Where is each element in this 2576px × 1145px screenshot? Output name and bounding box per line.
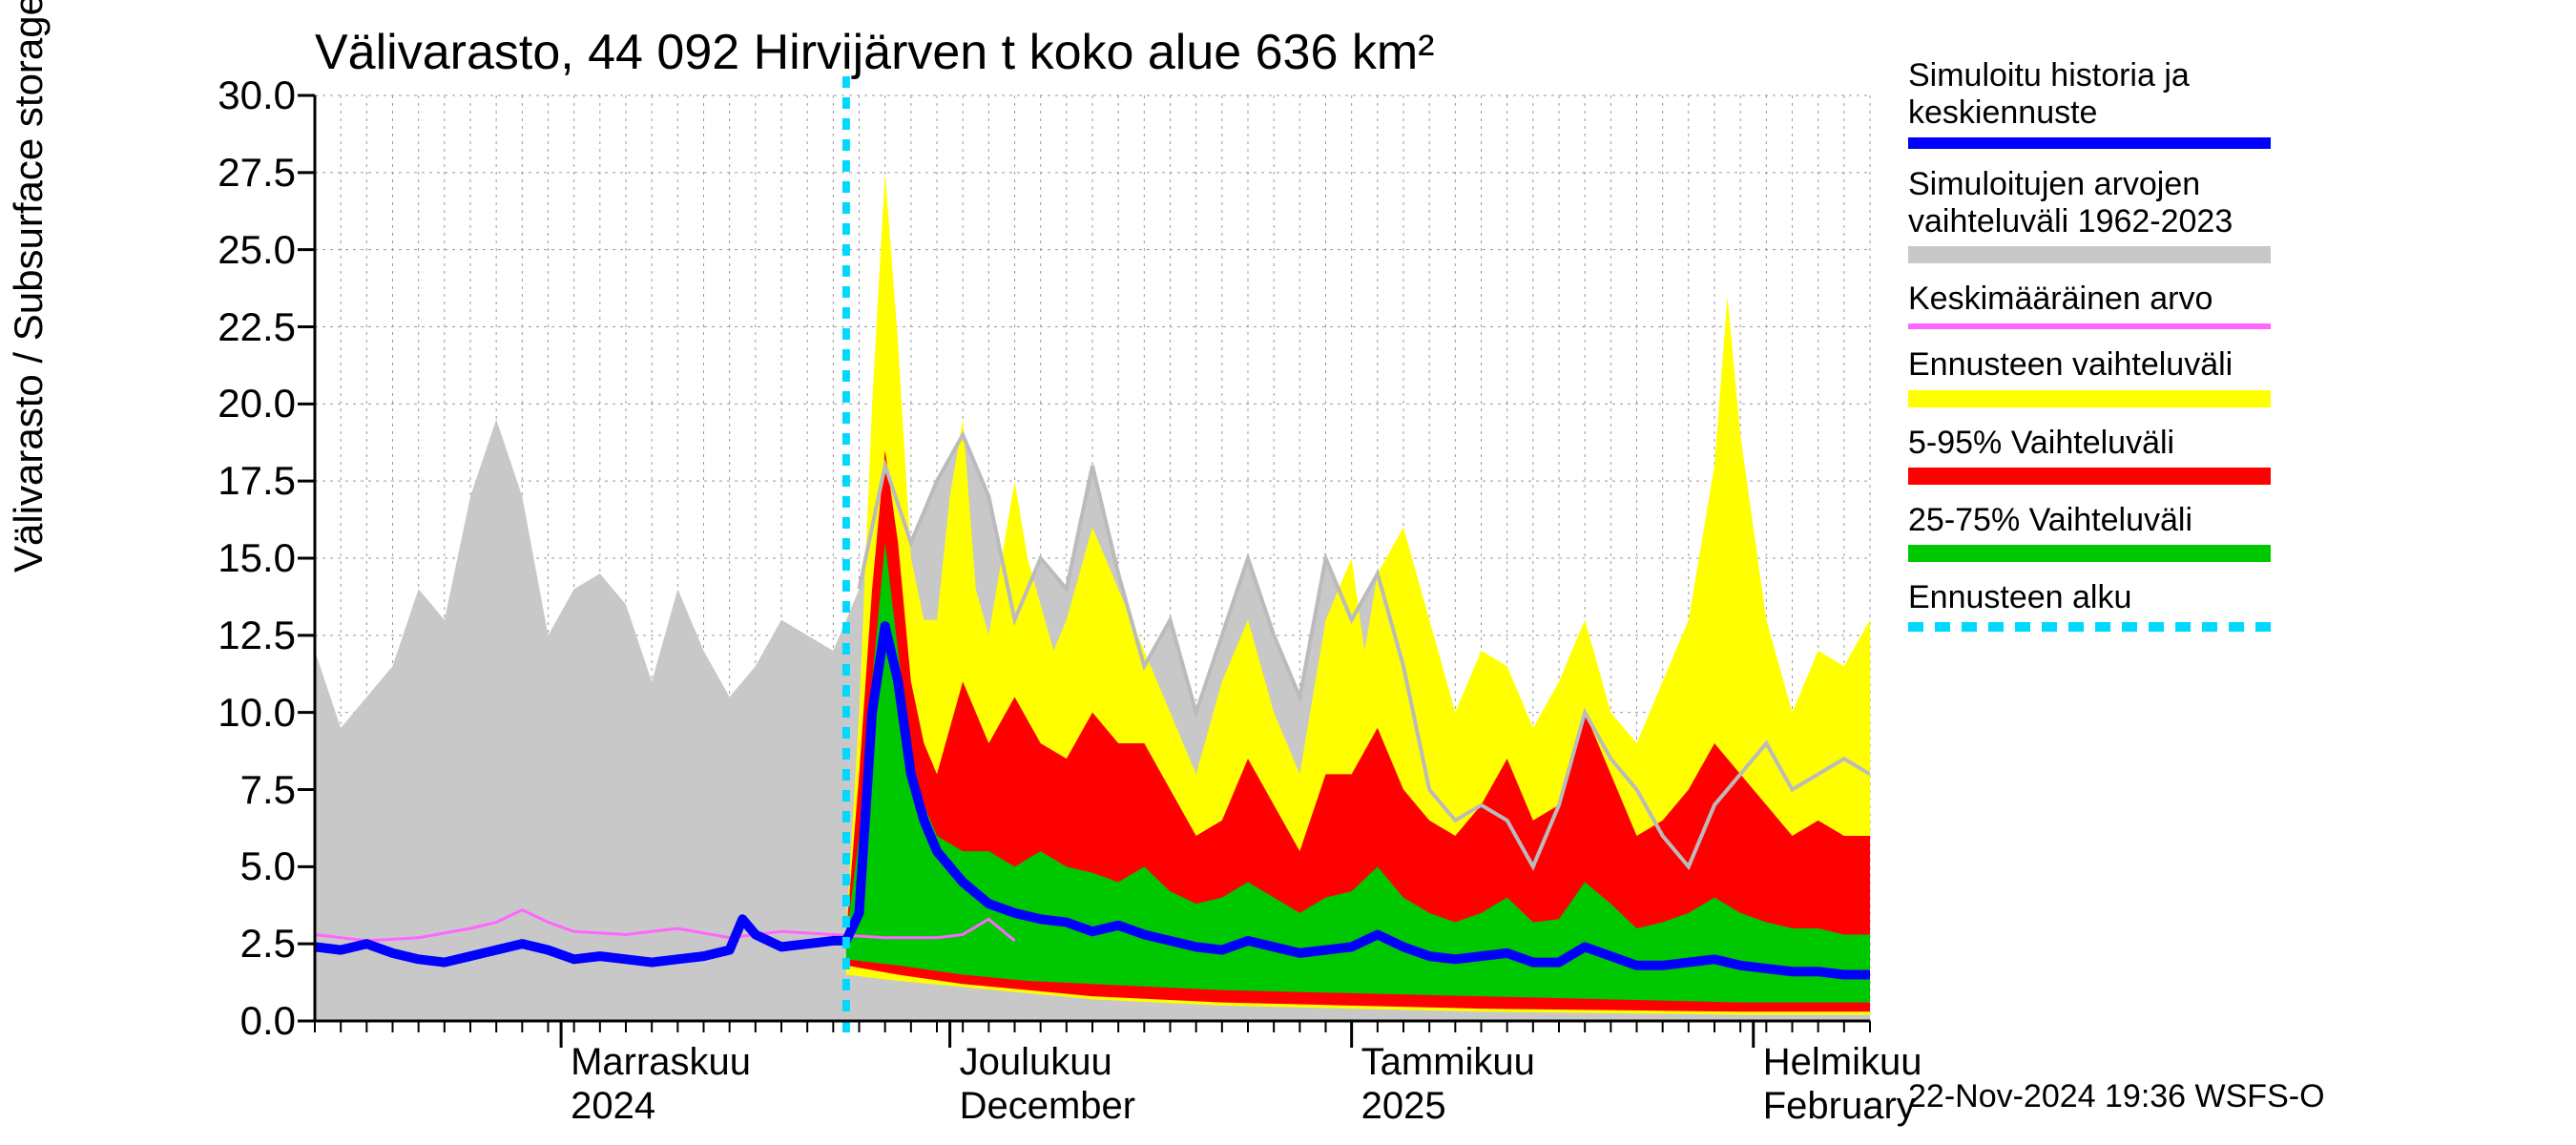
y-tick: 15.0 xyxy=(143,535,296,581)
x-tick: Tammikuu2025 xyxy=(1361,1040,1535,1128)
legend-swatch xyxy=(1908,545,2271,562)
legend-item: Ennusteen vaihteluväli xyxy=(1908,346,2290,406)
y-tick: 7.5 xyxy=(143,767,296,813)
y-tick: 12.5 xyxy=(143,613,296,658)
legend-swatch xyxy=(1908,246,2271,263)
legend-swatch xyxy=(1908,323,2271,329)
legend-item: Simuloitu historia jakeskiennuste xyxy=(1908,57,2290,149)
legend-swatch xyxy=(1908,622,2271,632)
legend-text: Simuloitu historia jakeskiennuste xyxy=(1908,57,2290,132)
x-tick: JoulukuuDecember xyxy=(960,1040,1136,1128)
y-tick: 2.5 xyxy=(143,921,296,967)
y-tick: 0.0 xyxy=(143,998,296,1044)
legend-text: Keskimääräinen arvo xyxy=(1908,281,2290,318)
legend-item: Keskimääräinen arvo xyxy=(1908,281,2290,329)
y-tick: 22.5 xyxy=(143,304,296,350)
y-tick: 17.5 xyxy=(143,458,296,504)
x-tick: HelmikuuFebruary xyxy=(1763,1040,1922,1128)
legend-swatch xyxy=(1908,137,2271,149)
legend-text: 25-75% Vaihteluväli xyxy=(1908,502,2290,539)
y-axis-label: Välivarasto / Subsurface storage mm xyxy=(6,0,52,572)
legend-text: Ennusteen alku xyxy=(1908,579,2290,616)
legend-item: Ennusteen alku xyxy=(1908,579,2290,632)
legend-text: Simuloitujen arvojenvaihteluväli 1962-20… xyxy=(1908,166,2290,240)
legend-swatch xyxy=(1908,390,2271,407)
chart-container: Välivarasto, 44 092 Hirvijärven t koko a… xyxy=(0,0,2576,1145)
y-tick: 5.0 xyxy=(143,843,296,889)
legend-item: 25-75% Vaihteluväli xyxy=(1908,502,2290,562)
y-tick: 30.0 xyxy=(143,73,296,118)
y-tick: 27.5 xyxy=(143,150,296,196)
legend-swatch xyxy=(1908,468,2271,485)
timestamp: 22-Nov-2024 19:36 WSFS-O xyxy=(1908,1078,2325,1115)
legend-item: Simuloitujen arvojenvaihteluväli 1962-20… xyxy=(1908,166,2290,263)
chart-title: Välivarasto, 44 092 Hirvijärven t koko a… xyxy=(315,24,1434,81)
y-tick: 10.0 xyxy=(143,690,296,736)
legend-text: Ennusteen vaihteluväli xyxy=(1908,346,2290,384)
legend-text: 5-95% Vaihteluväli xyxy=(1908,425,2290,462)
y-tick: 20.0 xyxy=(143,381,296,427)
x-tick: Marraskuu2024 xyxy=(571,1040,751,1128)
legend: Simuloitu historia jakeskiennuste Simuloi… xyxy=(1908,57,2290,649)
y-tick: 25.0 xyxy=(143,227,296,273)
legend-item: 5-95% Vaihteluväli xyxy=(1908,425,2290,485)
